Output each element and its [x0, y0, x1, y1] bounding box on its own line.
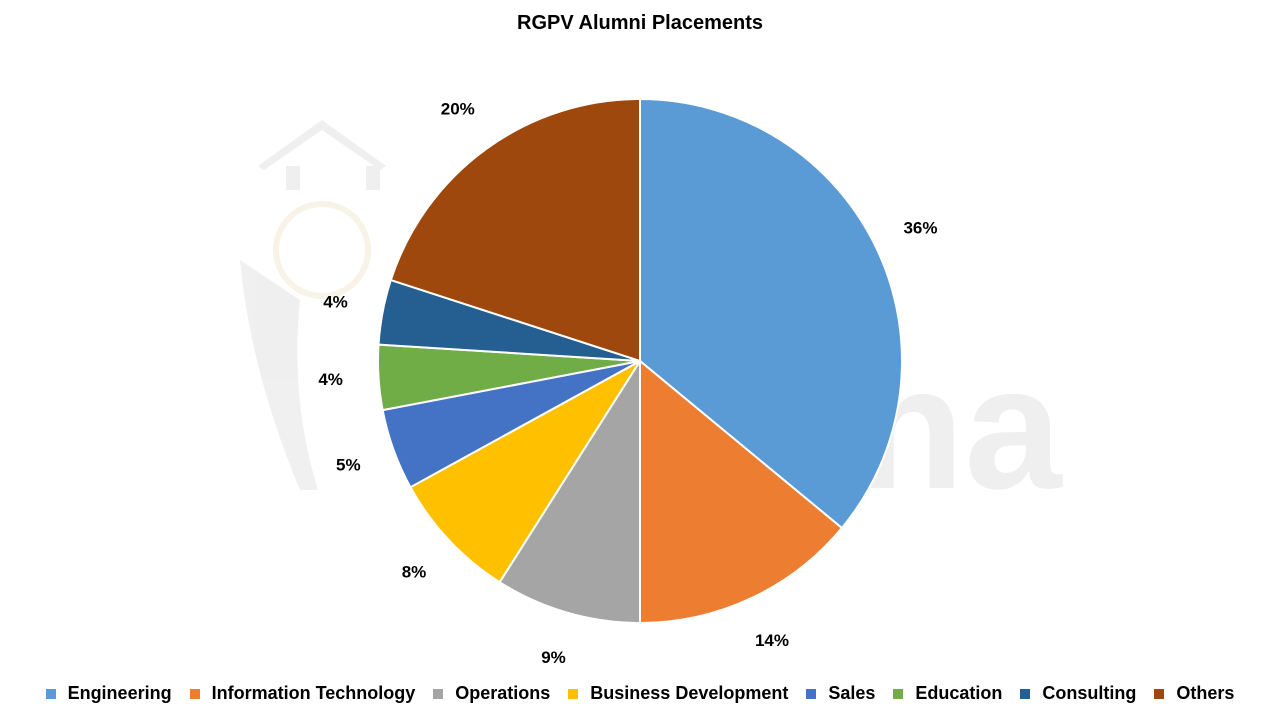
pie-slice-others — [389, 97, 641, 363]
legend-item-operations: Operations — [433, 683, 550, 704]
pie-slice-business-development — [409, 360, 641, 584]
chart-legend: Engineering Information Technology Operati… — [0, 683, 1280, 704]
legend-swatch — [45, 688, 56, 699]
legend-item-information-technology: Information Technology — [189, 683, 416, 704]
legend-item-sales: Sales — [806, 683, 875, 704]
legend-label: Education — [915, 683, 1003, 703]
legend-item-business-development: Business Development — [568, 683, 788, 704]
legend-swatch — [893, 688, 904, 699]
legend-swatch — [1020, 688, 1031, 699]
data-label-others: 20% — [441, 100, 475, 119]
legend-label: Information Technology — [211, 683, 416, 703]
pie-labels: 36% 14% 9% 8% 5% 4% 4% 20% — [318, 100, 937, 667]
data-label-education: 4% — [318, 370, 343, 389]
pie-slice-engineering — [639, 97, 903, 530]
legend-swatch — [189, 688, 200, 699]
pie-slice-operations — [498, 357, 641, 625]
pie-slice-information-technology — [639, 358, 844, 625]
legend-item-education: Education — [893, 683, 1002, 704]
legend-item-engineering: Engineering — [45, 683, 172, 704]
chart-title: RGPV Alumni Placements — [517, 12, 763, 34]
legend-swatch — [1154, 688, 1165, 699]
pie-slices — [377, 97, 903, 625]
data-label-sales: 5% — [336, 455, 361, 474]
legend-label: Business Development — [590, 683, 789, 703]
legend-swatch — [433, 688, 444, 699]
legend-swatch — [568, 688, 579, 699]
data-label-operations: 9% — [541, 648, 566, 667]
legend-label: Engineering — [67, 683, 172, 703]
data-label-engineering: 36% — [903, 218, 937, 237]
data-label-information-technology: 14% — [755, 631, 789, 650]
legend-item-others: Others — [1154, 683, 1234, 704]
legend-swatch — [806, 688, 817, 699]
legend-item-consulting: Consulting — [1020, 683, 1136, 704]
legend-label: Sales — [828, 683, 876, 703]
data-label-business-development: 8% — [402, 563, 427, 582]
legend-label: Operations — [455, 683, 551, 703]
legend-label: Consulting — [1042, 683, 1137, 703]
legend-label: Others — [1176, 683, 1235, 703]
data-label-consulting: 4% — [323, 292, 348, 311]
